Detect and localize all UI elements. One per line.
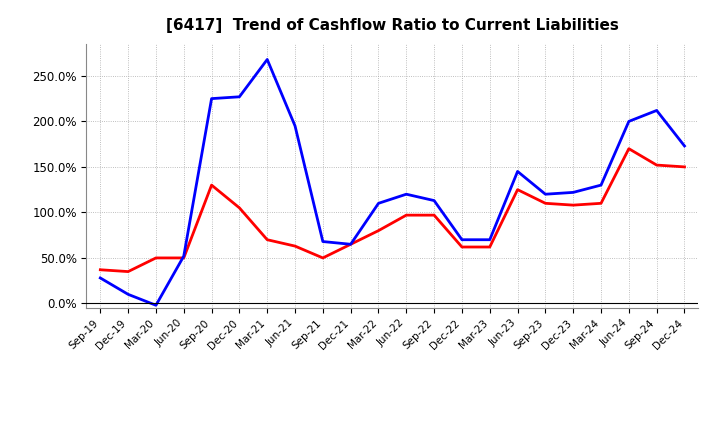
Free CF to Current Liabilities [291,123,300,128]
Operating CF to Current Liabilities [207,183,216,188]
Free CF to Current Liabilities [207,96,216,101]
Free CF to Current Liabilities [485,237,494,242]
Operating CF to Current Liabilities [430,213,438,218]
Operating CF to Current Liabilities [374,228,383,233]
Free CF to Current Liabilities [569,190,577,195]
Operating CF to Current Liabilities [485,244,494,249]
Free CF to Current Liabilities [458,237,467,242]
Free CF to Current Liabilities [541,191,550,197]
Operating CF to Current Liabilities [263,237,271,242]
Operating CF to Current Liabilities [235,205,243,210]
Operating CF to Current Liabilities [318,255,327,260]
Title: [6417]  Trend of Cashflow Ratio to Current Liabilities: [6417] Trend of Cashflow Ratio to Curren… [166,18,618,33]
Operating CF to Current Liabilities [513,187,522,192]
Free CF to Current Liabilities [374,201,383,206]
Free CF to Current Liabilities [597,183,606,188]
Operating CF to Current Liabilities [179,255,188,260]
Line: Operating CF to Current Liabilities: Operating CF to Current Liabilities [100,149,685,271]
Operating CF to Current Liabilities [569,202,577,208]
Free CF to Current Liabilities [179,253,188,259]
Operating CF to Current Liabilities [680,164,689,169]
Free CF to Current Liabilities [96,275,104,281]
Operating CF to Current Liabilities [458,244,467,249]
Free CF to Current Liabilities [263,57,271,62]
Operating CF to Current Liabilities [152,255,161,260]
Free CF to Current Liabilities [513,169,522,174]
Free CF to Current Liabilities [680,143,689,149]
Operating CF to Current Liabilities [124,269,132,274]
Operating CF to Current Liabilities [346,242,355,247]
Free CF to Current Liabilities [402,191,410,197]
Free CF to Current Liabilities [235,94,243,99]
Free CF to Current Liabilities [430,198,438,203]
Free CF to Current Liabilities [624,119,633,124]
Operating CF to Current Liabilities [624,146,633,151]
Operating CF to Current Liabilities [291,243,300,249]
Operating CF to Current Liabilities [402,213,410,218]
Operating CF to Current Liabilities [652,162,661,168]
Free CF to Current Liabilities [124,292,132,297]
Line: Free CF to Current Liabilities: Free CF to Current Liabilities [100,59,685,305]
Free CF to Current Liabilities [652,108,661,113]
Free CF to Current Liabilities [318,239,327,244]
Operating CF to Current Liabilities [96,267,104,272]
Free CF to Current Liabilities [152,303,161,308]
Operating CF to Current Liabilities [597,201,606,206]
Operating CF to Current Liabilities [541,201,550,206]
Free CF to Current Liabilities [346,242,355,247]
